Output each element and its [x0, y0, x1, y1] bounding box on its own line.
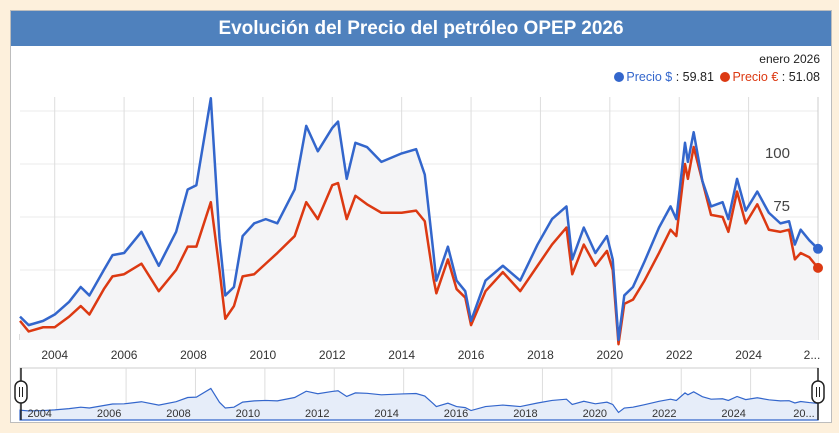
legend-eur-label: Precio € [732, 70, 779, 84]
left-handle[interactable] [14, 380, 28, 404]
legend: Precio $ : 59.81 Precio € : 51.08 [614, 70, 820, 84]
x-tick-label: 2... [804, 348, 821, 362]
navigator-tick-label: 2014 [374, 408, 398, 420]
navigator-tick-label: 2020 [583, 408, 607, 420]
navigator-tick-label: 20... [793, 408, 814, 420]
x-tick-label: 2024 [735, 348, 762, 362]
x-tick-label: 2022 [666, 348, 693, 362]
x-tick-label: 2012 [319, 348, 346, 362]
x-tick-label: 2008 [180, 348, 207, 362]
chart-title: Evolución del Precio del petróleo OPEP 2… [11, 11, 831, 46]
y-tick-label: 100 [765, 145, 790, 162]
navigator-tick-label: 2006 [97, 408, 121, 420]
legend-usd-label: Precio $ [626, 70, 673, 84]
legend-eur-value: 51.08 [788, 70, 820, 84]
navigator-tick-label: 2022 [652, 408, 676, 420]
usd-dot-icon [614, 72, 625, 82]
x-tick-label: 2020 [596, 348, 623, 362]
navigator-tick-label: 2004 [27, 408, 51, 420]
usd-area [20, 98, 818, 340]
y-tick-label: 75 [773, 198, 790, 215]
eur-line [19, 145, 819, 346]
eur-dot-icon [720, 72, 731, 82]
x-tick-label: 2014 [388, 348, 415, 362]
navigator-tick-label: 2024 [721, 408, 745, 420]
range-navigator[interactable]: 2004 2006 2008 2010 2012 2014 2016 2018 2020 2022… [14, 367, 825, 421]
navigator-tick-label: 2012 [305, 408, 329, 420]
x-tick-label: 2018 [527, 348, 554, 362]
x-tick-label: 2004 [41, 348, 68, 362]
eur-last-point [813, 262, 823, 273]
current-date: enero 2026 [759, 52, 820, 66]
x-tick-label: 2006 [111, 348, 138, 362]
x-tick-label: 2016 [458, 348, 485, 362]
legend-usd-value: 59.81 [682, 70, 714, 84]
navigator-tick-label: 2010 [236, 408, 260, 420]
x-tick-label: 2010 [250, 348, 277, 362]
navigator-tick-label: 2016 [444, 408, 468, 420]
usd-last-point [813, 243, 823, 254]
navigator-tick-label: 2008 [166, 408, 190, 420]
right-handle[interactable] [811, 380, 825, 404]
navigator-series [19, 387, 819, 421]
navigator-tick-label: 2018 [513, 408, 537, 420]
usd-line [19, 97, 819, 342]
